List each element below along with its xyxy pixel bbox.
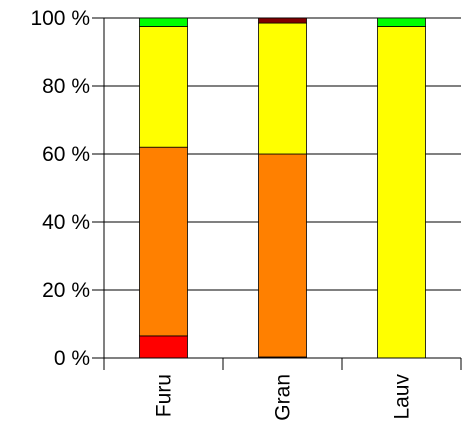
bar-segment-lauv-4	[377, 17, 426, 27]
axis-labels: 0 % 20 % 40 % 60 % 80 % 100 % Furu Gran Lauv	[30, 7, 413, 421]
y-tick-label: 80 %	[42, 75, 90, 98]
bars	[139, 17, 426, 359]
bar-segment-furu-2	[139, 26, 188, 148]
bar-segment-furu-4	[139, 17, 188, 27]
axes	[103, 18, 461, 370]
x-category-label: Gran	[272, 374, 295, 421]
bar-segment-gran-3	[258, 17, 307, 24]
y-tick-label: 40 %	[42, 211, 90, 234]
x-category-label: Lauv	[391, 374, 414, 420]
bar-segment-gran-1	[258, 153, 307, 358]
y-tick-label: 100 %	[30, 7, 90, 30]
bar-segment-furu-1	[139, 146, 188, 337]
bar-segment-gran-2	[258, 22, 307, 155]
x-category-label: Furu	[153, 374, 176, 417]
bar-segment-furu-0	[139, 335, 188, 359]
y-tick-label: 20 %	[42, 279, 90, 302]
bar-segment-lauv-2	[377, 26, 426, 359]
y-tick-label: 0 %	[54, 347, 90, 370]
y-tick-label: 60 %	[42, 143, 90, 166]
